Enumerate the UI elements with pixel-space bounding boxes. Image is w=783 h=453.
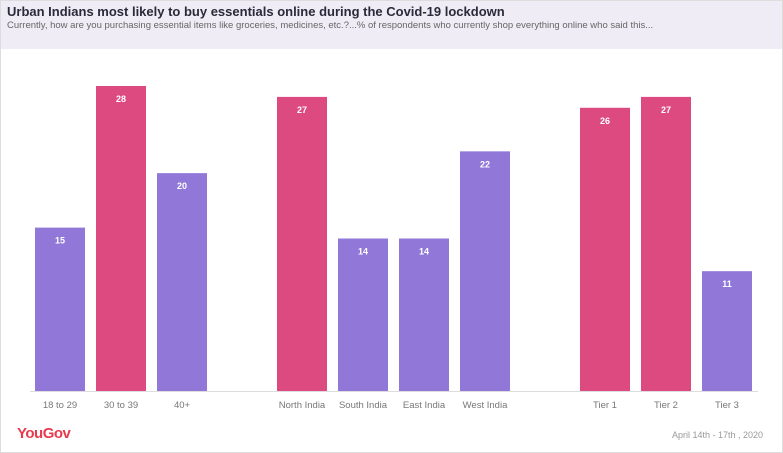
bar — [399, 238, 449, 391]
tick-label: Tier 1 — [593, 400, 617, 411]
tick-label: West India — [463, 400, 508, 411]
tick-label: 40+ — [174, 400, 191, 411]
bar — [96, 86, 146, 391]
data-label: 22 — [480, 159, 490, 169]
date-range: April 14th - 17th , 2020 — [671, 430, 763, 440]
tick-label: Tier 2 — [654, 400, 678, 411]
data-label: 14 — [419, 247, 429, 257]
data-label: 15 — [55, 236, 65, 246]
chart-subtitle: Currently, how are you purchasing essent… — [7, 20, 654, 31]
bar — [338, 238, 388, 391]
data-label: 14 — [358, 247, 368, 257]
data-label: 28 — [116, 94, 126, 104]
bar — [460, 151, 510, 391]
tick-label: 18 to 29 — [43, 400, 77, 411]
tick-label: North India — [279, 400, 326, 411]
tick-label: Tier 3 — [715, 400, 739, 411]
bar — [157, 173, 207, 391]
bar — [580, 107, 630, 392]
bar — [641, 96, 691, 392]
yougov-logo: YouGov — [17, 425, 71, 442]
tick-label: East India — [403, 400, 446, 411]
header: Urban Indians most likely to buy essenti… — [1, 1, 782, 49]
data-label: 20 — [177, 181, 187, 191]
tick-label: South India — [339, 400, 388, 411]
tick-label: 30 to 39 — [104, 400, 138, 411]
data-label: 11 — [722, 279, 732, 289]
chart-title: Urban Indians most likely to buy essenti… — [7, 4, 505, 19]
bar — [35, 227, 85, 391]
bar — [702, 271, 752, 391]
data-label: 26 — [600, 116, 610, 126]
bar — [277, 96, 327, 392]
data-label: 27 — [297, 105, 307, 115]
data-label: 27 — [661, 105, 671, 115]
